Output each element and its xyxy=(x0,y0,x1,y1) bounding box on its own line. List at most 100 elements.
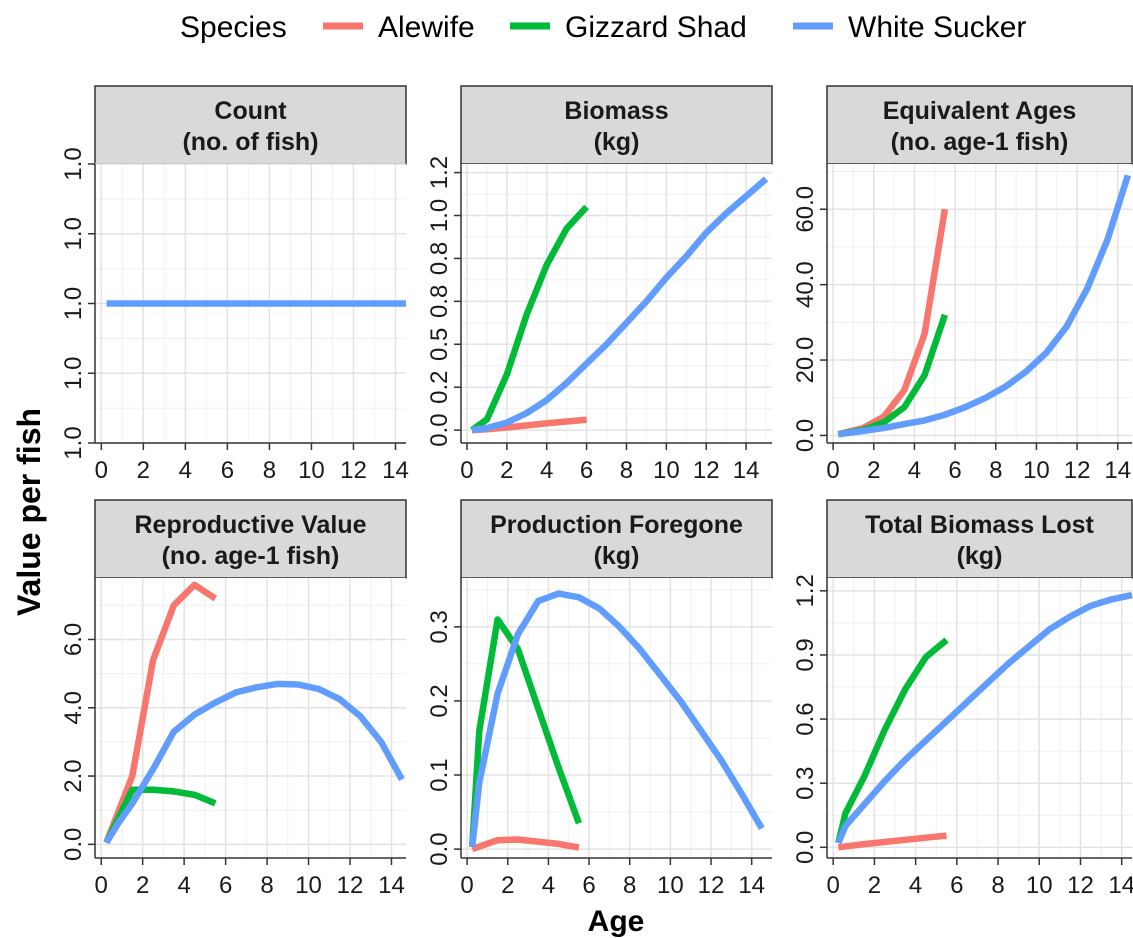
panel-title-line-1: Reproductive Value xyxy=(134,511,366,539)
legend-title: Species xyxy=(180,11,287,44)
x-tick-label: 14 xyxy=(378,872,405,899)
panel-strip-equivalent-ages xyxy=(826,85,1133,165)
series-line-white-sucker xyxy=(103,680,405,845)
x-tick-label: 14 xyxy=(733,457,760,484)
x-tick-label: 6 xyxy=(221,457,234,484)
legend-label-alewife: Alewife xyxy=(378,11,475,44)
panel-biomass: Biomass (kg) 0 2 4 6 8 10 12 14 0.0 0.2 0.5 0.8 0.8 1.0… xyxy=(426,85,773,484)
panel-title-line-2: (kg) xyxy=(594,128,640,156)
x-tick-label: 2 xyxy=(867,457,880,484)
y-tick-label: 0.8 xyxy=(426,285,453,318)
x-tick-label: 8 xyxy=(623,872,636,899)
y-tick-label: 0.5 xyxy=(426,328,453,361)
y-tick-label: 0.0 xyxy=(792,419,819,452)
series-line-white-sucker xyxy=(468,590,765,848)
x-tick-label: 4 xyxy=(908,457,921,484)
y-tick-label: 1.0 xyxy=(60,147,87,180)
panel-title-line-1: Count xyxy=(214,97,287,125)
x-tick-label: 6 xyxy=(219,872,232,899)
x-tick-label: 2 xyxy=(868,872,881,899)
x-tick-label: 12 xyxy=(1067,872,1094,899)
x-tick-label: 4 xyxy=(540,457,553,484)
y-tick-label: 1.2 xyxy=(426,156,453,189)
x-tick-label: 12 xyxy=(698,872,725,899)
x-tick-label: 12 xyxy=(1064,457,1091,484)
x-tick-label: 10 xyxy=(1023,457,1050,484)
y-tick-label: 0.0 xyxy=(426,413,453,446)
y-axis-title: Value per fish xyxy=(11,408,47,616)
x-tick-label: 2 xyxy=(500,457,513,484)
panel-strip-reproductive-value xyxy=(94,499,407,579)
panel-title-line-2: (no. of fish) xyxy=(182,128,318,156)
y-tick-label: 6.0 xyxy=(60,623,87,656)
series-line-white-sucker xyxy=(835,591,1133,845)
panel-title-line-1: Equivalent Ages xyxy=(883,97,1077,125)
panel-title-line-2: (no. age-1 fish) xyxy=(891,128,1069,156)
y-tick-label: 0.6 xyxy=(792,702,819,735)
panel-title-line-1: Biomass xyxy=(564,97,668,125)
x-tick-label: 2 xyxy=(137,457,150,484)
x-tick-label: 8 xyxy=(991,872,1004,899)
plot-area xyxy=(827,578,1132,858)
x-tick-label: 4 xyxy=(179,457,192,484)
x-tick-label: 14 xyxy=(1104,457,1131,484)
x-tick-label: 0 xyxy=(827,872,840,899)
x-tick-label: 14 xyxy=(1108,872,1133,899)
panel-title-line-1: Production Foregone xyxy=(490,511,743,539)
plot-area xyxy=(95,578,406,858)
x-tick-label: 2 xyxy=(501,872,514,899)
series-line-alewife xyxy=(471,836,580,853)
legend-label-gizzard-shad: Gizzard Shad xyxy=(565,11,747,44)
x-tick-label: 6 xyxy=(948,457,961,484)
x-tick-label: 10 xyxy=(653,457,680,484)
y-tick-label: 4.0 xyxy=(60,691,87,724)
y-tick-label: 2.0 xyxy=(60,759,87,792)
x-tick-label: 2 xyxy=(136,872,149,899)
x-tick-label: 6 xyxy=(582,872,595,899)
y-tick-label: 1.0 xyxy=(60,426,87,459)
x-axis-title: Age xyxy=(588,905,645,938)
y-tick-label: 0.1 xyxy=(426,758,453,791)
x-tick-label: 8 xyxy=(620,457,633,484)
y-tick-label: 1.0 xyxy=(60,357,87,390)
y-tick-label: 20.0 xyxy=(792,337,819,384)
series-line-alewife xyxy=(103,581,218,844)
series-line-white-sucker xyxy=(837,174,1131,438)
gridlines xyxy=(827,578,1132,858)
y-tick-label: 0.0 xyxy=(60,828,87,861)
y-tick-label: 0.2 xyxy=(426,371,453,404)
x-tick-label: 12 xyxy=(693,457,720,484)
y-tick-label: 1.0 xyxy=(60,287,87,320)
legend: Species Alewife Gizzard Shad White Sucker xyxy=(180,11,1026,44)
x-tick-label: 0 xyxy=(95,457,108,484)
x-tick-label: 10 xyxy=(298,457,325,484)
x-tick-label: 14 xyxy=(382,457,409,484)
y-tick-label: 0.0 xyxy=(792,831,819,864)
x-tick-label: 4 xyxy=(542,872,555,899)
x-tick-label: 0 xyxy=(826,457,839,484)
x-tick-label: 12 xyxy=(340,457,367,484)
x-tick-label: 10 xyxy=(657,872,684,899)
series-line-gizzard-shad xyxy=(835,637,949,844)
series-line-gizzard-shad xyxy=(470,204,589,433)
x-tick-label: 12 xyxy=(337,872,364,899)
panel-strip-biomass xyxy=(460,85,773,165)
y-tick-label: 0.2 xyxy=(426,684,453,717)
x-tick-label: 8 xyxy=(989,457,1002,484)
panel-count: Count (no. of fish) 0 2 4 6 8 10 12 14 1.0 1.0 1.0 1.… xyxy=(60,85,409,484)
panel-total-biomass-lost: Total Biomass Lost (kg) 0 2 4 6 8 10 12 14 0.0 0.3 0… xyxy=(792,499,1133,899)
y-tick-label: 40.0 xyxy=(792,261,819,308)
panel-title-line-2: (no. age-1 fish) xyxy=(162,542,340,570)
panel-production-foregone: Production Foregone (kg) 0 2 4 6 8 10 12 14 0.0 0.1… xyxy=(426,499,773,899)
plot-area xyxy=(461,164,772,443)
legend-label-white-sucker: White Sucker xyxy=(848,11,1026,44)
x-tick-label: 10 xyxy=(1026,872,1053,899)
x-tick-label: 10 xyxy=(295,872,322,899)
x-tick-label: 4 xyxy=(909,872,922,899)
panel-title-line-1: Total Biomass Lost xyxy=(865,511,1094,539)
x-tick-label: 8 xyxy=(260,872,273,899)
panel-equivalent-ages: Equivalent Ages (no. age-1 fish) 0 2 4 6 8 10 12… xyxy=(792,85,1133,484)
panel-strip-production-foregone xyxy=(460,499,773,579)
panel-title-line-2: (kg) xyxy=(594,542,640,570)
